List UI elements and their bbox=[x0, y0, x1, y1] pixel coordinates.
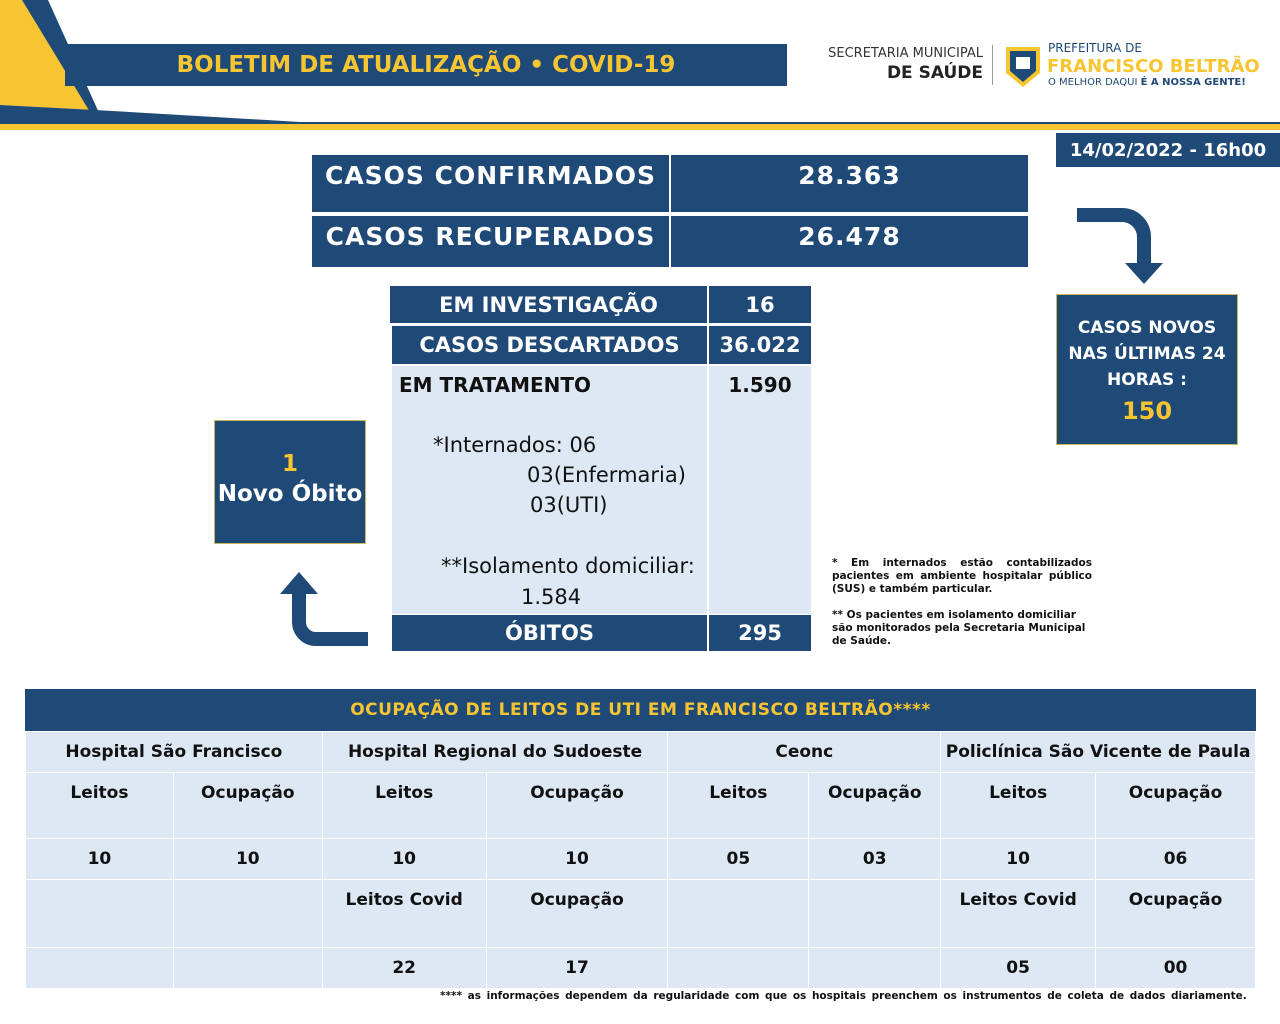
new-cases-value: 150 bbox=[1121, 397, 1173, 425]
table-cell: 05 bbox=[940, 947, 1097, 989]
slogan-b: É A NOSSA GENTE! bbox=[1140, 77, 1246, 88]
city-crest-icon bbox=[1006, 47, 1040, 87]
table-cell: Leitos bbox=[25, 772, 174, 839]
table-cell bbox=[808, 947, 942, 989]
slogan: O MELHOR DAQUI É A NOSSA GENTE! bbox=[1048, 77, 1246, 88]
date-badge: 14/02/2022 - 16h00 bbox=[1056, 133, 1280, 167]
table-cell: 06 bbox=[1095, 838, 1256, 880]
prefeitura-line2: FRANCISCO BELTRÃO bbox=[1047, 56, 1260, 77]
table-cell: Ocupação bbox=[808, 772, 942, 839]
table-cell: Leitos bbox=[940, 772, 1097, 839]
treatment-label: EM TRATAMENTO bbox=[399, 373, 592, 397]
table-row: Leitos Covid Ocupação Leitos Covid Ocupação bbox=[25, 879, 1256, 948]
isolamento-value: 1.584 bbox=[521, 585, 582, 609]
treatment-value-box bbox=[709, 366, 811, 614]
deaths-label: ÓBITOS bbox=[392, 615, 707, 651]
table-cell: Ocupação bbox=[485, 879, 669, 948]
new-death-box: 1 Novo Óbito bbox=[214, 420, 366, 544]
note-internados: * Em internados estão contabilizados pac… bbox=[832, 557, 1092, 595]
table-cell: Leitos Covid bbox=[321, 879, 487, 948]
page-title: BOLETIM DE ATUALIZAÇÃO • COVID-19 bbox=[65, 44, 787, 86]
treatment-value: 1.590 bbox=[728, 373, 792, 397]
table-cell: Leitos bbox=[321, 772, 487, 839]
table-cell bbox=[667, 879, 810, 948]
new-cases-line3: HORAS : bbox=[1107, 370, 1187, 390]
hospital-name: Hospital São Francisco bbox=[25, 731, 323, 773]
table-cell: 10 bbox=[940, 838, 1097, 880]
slogan-a: O MELHOR DAQUI bbox=[1048, 77, 1141, 88]
new-cases-box: CASOS NOVOS NAS ÚLTIMAS 24 HORAS : 150 bbox=[1056, 294, 1238, 445]
table-cell: 03 bbox=[808, 838, 942, 880]
table-cell: 22 bbox=[321, 947, 487, 989]
table-cell: Leitos Covid bbox=[940, 879, 1097, 948]
confirmed-label: CASOS CONFIRMADOS bbox=[324, 160, 657, 190]
arrow-up-icon bbox=[280, 572, 368, 646]
new-cases-line2: NAS ÚLTIMAS 24 bbox=[1068, 344, 1226, 364]
table-cell bbox=[808, 879, 942, 948]
uti: 03(UTI) bbox=[530, 493, 608, 517]
isolamento: **Isolamento domiciliar: bbox=[441, 554, 695, 578]
recovered-value: 26.478 bbox=[798, 221, 901, 251]
table-cell: Ocupação bbox=[1095, 879, 1256, 948]
table-cell: Ocupação bbox=[485, 772, 669, 839]
table-cell bbox=[667, 947, 810, 989]
secretaria-line2: DE SAÚDE bbox=[886, 63, 983, 83]
table-row: Leitos Ocupação Leitos Ocupação Leitos Ocupaç… bbox=[25, 772, 1256, 839]
table-cell: Leitos bbox=[667, 772, 810, 839]
table-cell: 05 bbox=[667, 838, 810, 880]
arrow-down-icon bbox=[1077, 208, 1163, 284]
divider bbox=[992, 45, 993, 85]
summary-col-separator bbox=[669, 155, 671, 267]
table-cell: Ocupação bbox=[172, 772, 323, 839]
table-row: 10 10 10 10 05 03 10 06 bbox=[25, 838, 1256, 880]
deaths-value: 295 bbox=[709, 615, 811, 651]
new-death-label: Novo Óbito bbox=[217, 481, 363, 507]
table-cell: 17 bbox=[485, 947, 669, 989]
table-cell bbox=[25, 947, 174, 989]
hospital-name: Policlínica São Vicente de Paula bbox=[940, 731, 1256, 773]
secretaria-line1: SECRETARIA MUNICIPAL bbox=[828, 46, 983, 61]
prefeitura-line1: PREFEITURA DE bbox=[1048, 41, 1142, 55]
new-death-value: 1 bbox=[281, 451, 298, 477]
hospital-row: Hospital São Francisco Hospital Regional… bbox=[25, 731, 1256, 773]
table-cell bbox=[172, 879, 323, 948]
table-cell: 10 bbox=[485, 838, 669, 880]
table-cell: 00 bbox=[1095, 947, 1256, 989]
table-cell: 10 bbox=[172, 838, 323, 880]
table-row: 22 17 05 00 bbox=[25, 947, 1256, 989]
table-cell bbox=[25, 879, 174, 948]
table-cell: 10 bbox=[321, 838, 487, 880]
discarded-label: CASOS DESCARTADOS bbox=[392, 326, 707, 364]
internados: *Internados: 06 bbox=[433, 433, 597, 457]
investigation-label: EM INVESTIGAÇÃO bbox=[390, 286, 707, 323]
icu-footnote: **** as informações dependem da regulari… bbox=[440, 990, 1247, 1002]
discarded-value: 36.022 bbox=[709, 326, 811, 364]
icu-title: OCUPAÇÃO DE LEITOS DE UTI EM FRANCISCO B… bbox=[25, 689, 1256, 731]
table-cell: Ocupação bbox=[1095, 772, 1256, 839]
confirmed-value: 28.363 bbox=[798, 160, 901, 190]
enfermaria: 03(Enfermaria) bbox=[527, 463, 686, 487]
investigation-value: 16 bbox=[709, 286, 811, 323]
new-cases-line1: CASOS NOVOS bbox=[1077, 318, 1217, 338]
treatment-box bbox=[392, 366, 707, 614]
recovered-label: CASOS RECUPERADOS bbox=[325, 221, 656, 251]
table-cell bbox=[172, 947, 323, 989]
note-isolamento: ** Os pacientes em isolamento domiciliar… bbox=[832, 609, 1086, 647]
hospital-name: Hospital Regional do Sudoeste bbox=[321, 731, 669, 773]
hospital-name: Ceonc bbox=[667, 731, 942, 773]
icu-table: Hospital São Francisco Hospital Regional… bbox=[25, 731, 1256, 989]
table-cell: 10 bbox=[25, 838, 174, 880]
